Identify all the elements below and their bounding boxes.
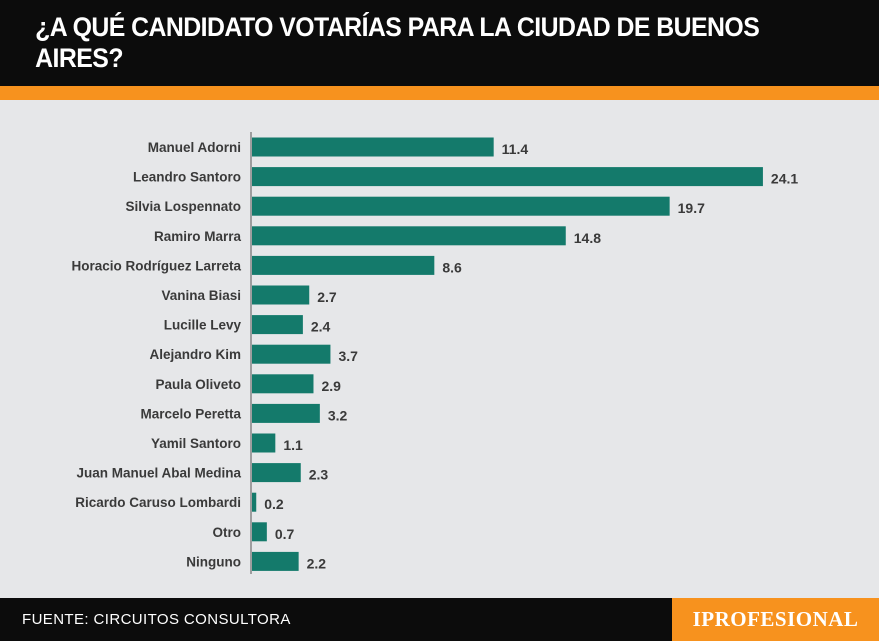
category-label: Silvia Lospennato: [125, 199, 241, 214]
bar: [252, 285, 310, 305]
bar: [252, 403, 320, 423]
bar: [252, 315, 303, 335]
category-label: Ninguno: [186, 554, 241, 569]
bar: [252, 344, 331, 364]
value-label: 2.4: [311, 319, 331, 335]
source-text: FUENTE: CIRCUITOS CONSULTORA: [22, 611, 291, 628]
category-label: Vanina Biasi: [161, 288, 241, 303]
bar: [252, 255, 435, 275]
value-label: 3.7: [338, 348, 358, 364]
bar: [252, 167, 763, 187]
category-label: Paula Oliveto: [155, 377, 241, 392]
category-label: Juan Manuel Abal Medina: [76, 466, 241, 481]
chart-header: ¿A QUÉ CANDIDATO VOTARÍAS PARA LA CIUDAD…: [0, 0, 879, 86]
category-label: Manuel Adorni: [148, 140, 241, 155]
category-label: Leandro Santoro: [133, 170, 241, 185]
category-label: Otro: [213, 525, 242, 540]
value-label: 2.7: [317, 289, 337, 305]
value-label: 1.1: [283, 437, 303, 453]
category-label: Alejandro Kim: [149, 347, 241, 362]
category-label: Yamil Santoro: [151, 436, 241, 451]
chart-title: ¿A QUÉ CANDIDATO VOTARÍAS PARA LA CIUDAD…: [35, 12, 760, 73]
category-label: Lucille Levy: [164, 318, 242, 333]
category-label: Marcelo Peretta: [140, 406, 241, 421]
category-label: Horacio Rodríguez Larreta: [71, 258, 241, 273]
value-label: 2.9: [321, 378, 341, 394]
chart-area: Manuel Adorni 11.4 Leandro Santoro 24.1 Silv…: [0, 100, 879, 598]
bar: [252, 196, 670, 216]
footer: FUENTE: CIRCUITOS CONSULTORA IPROFESIONA…: [0, 598, 879, 641]
bar: [252, 433, 276, 453]
category-label: Ramiro Marra: [154, 229, 242, 244]
value-label: 3.2: [328, 407, 348, 423]
value-label: 11.4: [502, 141, 529, 157]
value-label: 8.6: [442, 259, 462, 275]
accent-stripe: [0, 86, 879, 100]
bar: [252, 137, 494, 157]
brand-logo: IPROFESIONAL: [672, 598, 879, 641]
value-label: 2.3: [309, 467, 329, 483]
bar: [252, 522, 267, 542]
bar: [252, 492, 257, 512]
value-label: 0.2: [264, 496, 284, 512]
value-label: 2.2: [307, 555, 327, 571]
value-label: 0.7: [275, 526, 295, 542]
value-label: 24.1: [771, 171, 798, 187]
bar: [252, 551, 299, 571]
value-label: 19.7: [678, 200, 705, 216]
bar-chart: Manuel Adorni 11.4 Leandro Santoro 24.1 Silv…: [71, 132, 798, 574]
bar: [252, 226, 566, 246]
category-label: Ricardo Caruso Lombardi: [75, 495, 241, 510]
bar: [252, 374, 314, 394]
bar: [252, 463, 301, 483]
value-label: 14.8: [574, 230, 601, 246]
